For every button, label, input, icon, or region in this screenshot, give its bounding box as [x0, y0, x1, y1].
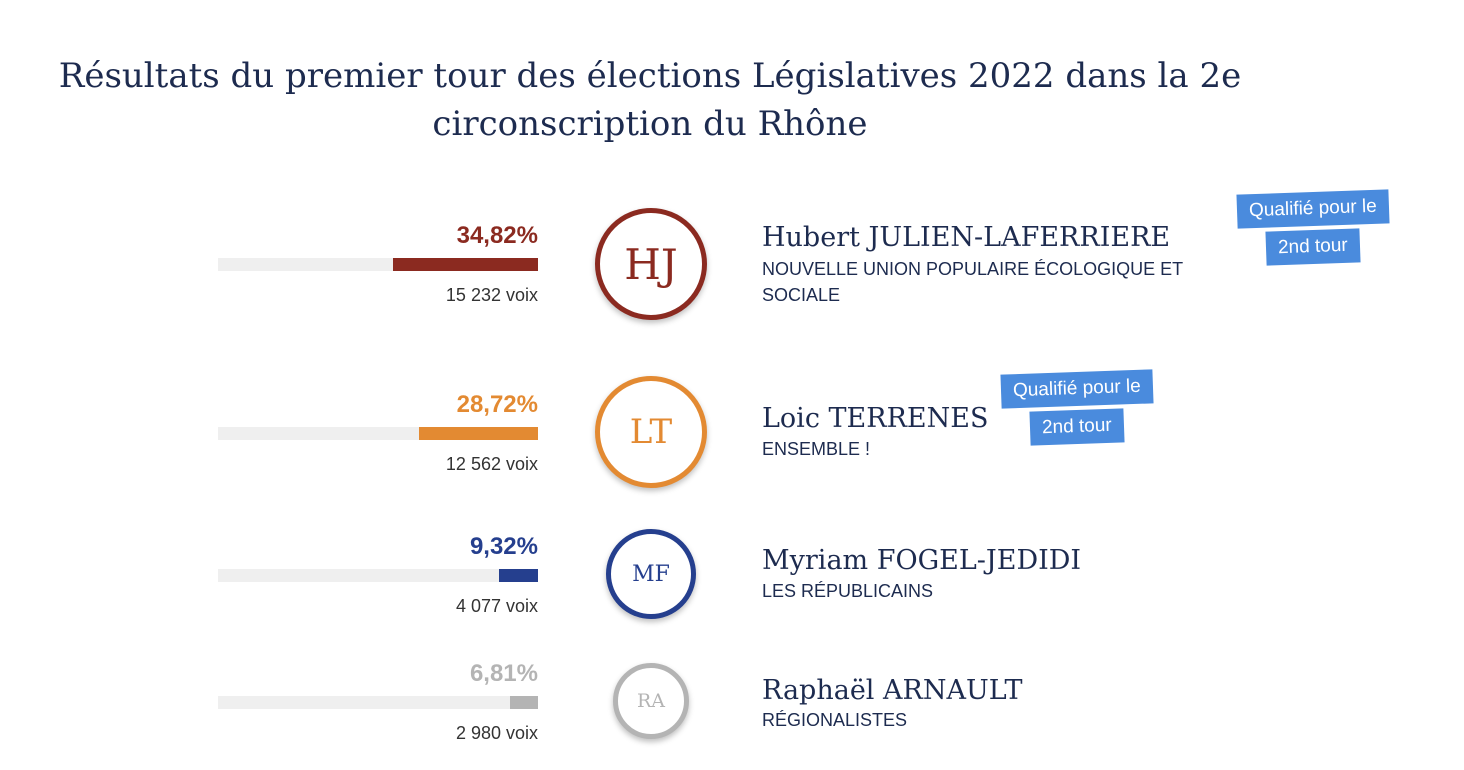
candidate-avatar: LT — [595, 376, 707, 488]
candidate-name: Hubert JULIEN-LAFERRIERE — [762, 222, 1171, 253]
percent-label: 28,72% — [456, 391, 538, 418]
candidate-party: RÉGIONALISTES — [762, 710, 908, 730]
percent-label: 9,32% — [469, 533, 538, 560]
candidate-name: Raphaël ARNAULT — [762, 675, 1023, 706]
candidate-initials: MF — [632, 561, 670, 587]
bar-track — [218, 569, 538, 582]
candidate-initials: HJ — [624, 239, 678, 289]
candidate-initials: LT — [629, 412, 673, 452]
bar-fill — [499, 569, 538, 582]
percent-label: 6,81% — [469, 660, 538, 687]
bar-track — [218, 696, 538, 709]
candidate-name: Loic TERRENES — [762, 403, 989, 434]
candidate-party: ENSEMBLE ! — [762, 439, 871, 459]
bar-fill — [393, 258, 538, 271]
votes-label: 15 232 voix — [445, 285, 538, 305]
qualified-badge-line1: Qualifié pour le — [1000, 369, 1154, 409]
chart-title: Résultats du premier tour des élections … — [58, 56, 1242, 144]
percent-label: 34,82% — [456, 222, 538, 249]
bar-track — [218, 427, 538, 440]
qualified-badge-line2: 2nd tour — [1029, 408, 1125, 446]
bar-fill — [509, 696, 538, 709]
bar-fill — [418, 427, 538, 440]
candidate-avatar: HJ — [595, 208, 707, 320]
candidate-avatar: MF — [606, 529, 696, 619]
candidate-initials: RA — [636, 690, 666, 712]
candidate-party: LES RÉPUBLICAINS — [762, 581, 934, 601]
bar-track — [218, 258, 538, 271]
qualified-badge: Qualifié pour le 2nd tour — [1224, 189, 1402, 266]
candidate-name: Myriam FOGEL-JEDIDI — [762, 545, 1082, 576]
votes-label: 12 562 voix — [445, 454, 538, 474]
qualified-badge-line2: 2nd tour — [1265, 228, 1361, 266]
votes-label: 2 980 voix — [455, 723, 538, 743]
votes-label: 4 077 voix — [455, 596, 538, 616]
qualified-badge-line1: Qualifié pour le — [1236, 189, 1390, 229]
candidate-avatar: RA — [613, 663, 689, 739]
candidate-party: NOUVELLE UNION POPULAIRE ÉCOLOGIQUE ET S… — [762, 259, 1183, 305]
qualified-badge: Qualifié pour le 2nd tour — [988, 369, 1166, 446]
